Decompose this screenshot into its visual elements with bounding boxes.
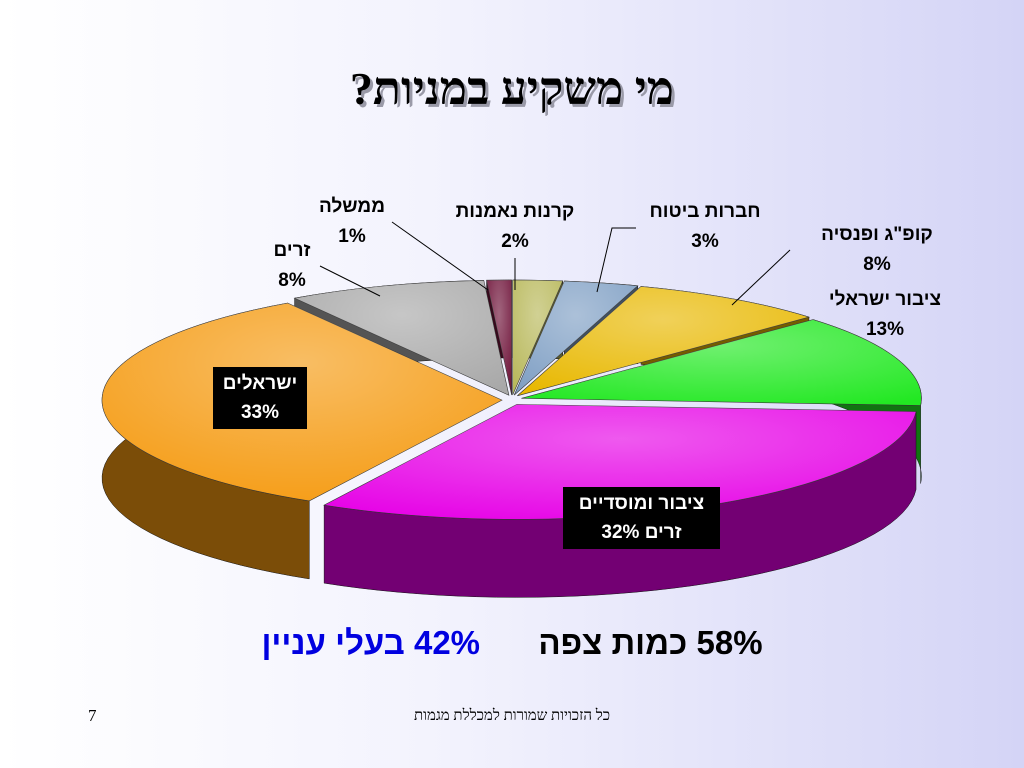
slice-shine [294,280,509,396]
value-label: 33% [240,402,280,423]
category-label: ממשלה [318,196,386,217]
slice-shine [486,280,512,396]
value-label: 2% [501,231,529,252]
slice-shine [514,281,638,396]
leader-line [596,227,636,293]
category-label: קופ"ג ופנסיה [821,224,933,245]
slice-label: ישראלים 33% [213,367,307,429]
floating-share: 58% כמות צפה [538,624,763,661]
category-label: ישראלים [222,373,298,394]
page-number: 7 [88,706,97,725]
value-label: 1% [338,226,366,247]
leader-line [731,249,791,306]
category-label: קרנות נאמנות [455,201,575,222]
value-label: 13% [865,319,905,340]
category-label: זרים [273,240,311,261]
slice-shine [512,280,563,396]
value-label: 8% [278,270,306,291]
category-label: ציבור ישראלי [828,289,942,310]
slice-label: קופ"ג ופנסיה 8% [821,220,933,280]
category-label: חברות ביטוח [649,201,761,222]
slice-shine [517,286,809,396]
slice-label: ממשלה 1% [319,192,385,252]
slice-label: חברות ביטוח 3% [649,197,760,257]
value-label: 3% [691,231,719,252]
value-label: 32% [601,522,640,543]
copyright: כל הזכויות שמורות למכללת מגמות [413,708,611,724]
slice-label: זרים 8% [274,236,311,296]
slice-label: ציבור ומוסדיים זרים 32% [563,487,720,549]
slice-shine [521,319,922,406]
slice-label: קרנות נאמנות 2% [456,197,575,257]
slice-shine [324,404,917,520]
value-label: 8% [863,254,891,275]
category-label: ציבור ומוסדיים זרים [578,493,705,543]
leader-line [319,265,381,297]
summary: 58% כמות צפה 42% בעלי עניין [0,624,1024,662]
slice-label: ציבור ישראלי 13% [829,285,941,345]
interested-share: 42% בעלי עניין [261,624,481,661]
leader-line [391,221,489,291]
chart-title: מי משקיע במניות? [349,63,675,114]
